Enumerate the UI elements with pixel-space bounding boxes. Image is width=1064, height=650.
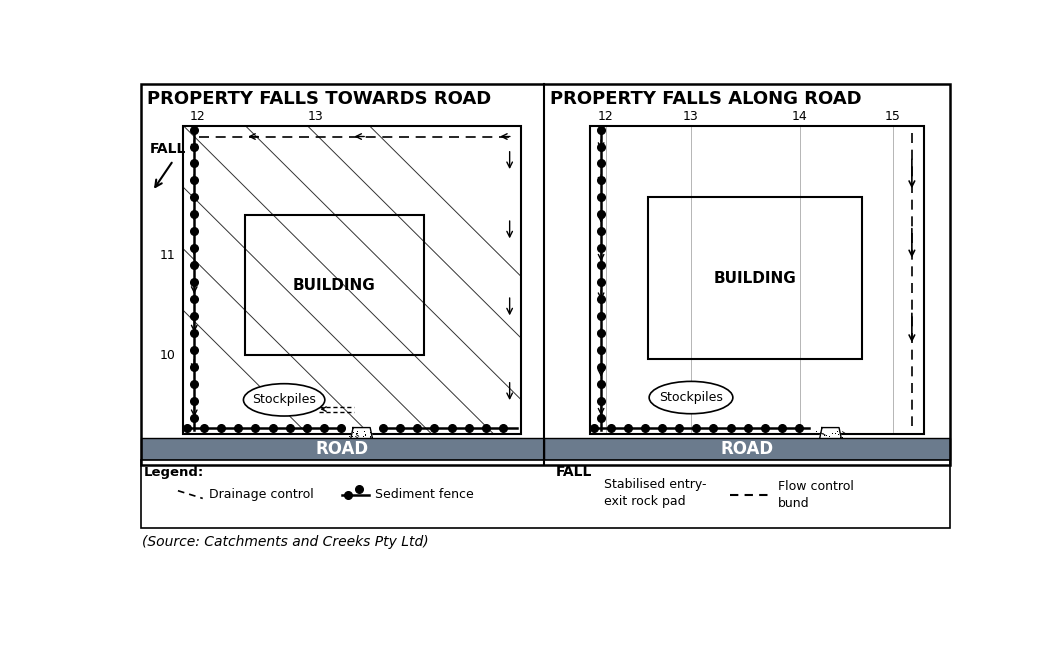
- Bar: [140, 438, 544, 460]
- Text: 12: 12: [189, 110, 205, 123]
- Polygon shape: [344, 428, 379, 470]
- Text: ROAD: ROAD: [316, 440, 369, 458]
- Text: Stockpiles: Stockpiles: [659, 391, 722, 404]
- Text: Sediment fence: Sediment fence: [375, 488, 473, 501]
- Bar: [140, 84, 950, 465]
- Text: Flow control
bund: Flow control bund: [778, 480, 853, 510]
- Ellipse shape: [244, 384, 325, 416]
- Text: PROPERTY FALLS ALONG ROAD: PROPERTY FALLS ALONG ROAD: [550, 90, 862, 109]
- Bar: [140, 460, 950, 528]
- Text: Stockpiles: Stockpiles: [252, 393, 316, 406]
- Text: (Source: Catchments and Creeks Pty Ltd): (Source: Catchments and Creeks Pty Ltd): [143, 536, 429, 549]
- Text: Drainage control: Drainage control: [209, 488, 314, 501]
- Text: BUILDING: BUILDING: [293, 278, 376, 292]
- Ellipse shape: [649, 382, 733, 413]
- Text: FALL: FALL: [555, 465, 592, 479]
- Bar: [183, 125, 520, 434]
- Bar: [246, 215, 423, 355]
- Text: Stabilised entry-
exit rock pad: Stabilised entry- exit rock pad: [604, 478, 706, 508]
- Text: BUILDING: BUILDING: [714, 270, 796, 286]
- Text: Legend:: Legend:: [144, 466, 204, 479]
- Polygon shape: [577, 469, 601, 512]
- Text: 13: 13: [683, 110, 699, 123]
- Text: 12: 12: [598, 110, 614, 123]
- Text: PROPERTY FALLS TOWARDS ROAD: PROPERTY FALLS TOWARDS ROAD: [147, 90, 492, 109]
- Text: 15: 15: [884, 110, 900, 123]
- Text: 11: 11: [160, 248, 176, 261]
- Text: 14: 14: [792, 110, 808, 123]
- Bar: [544, 438, 950, 460]
- Polygon shape: [813, 428, 848, 470]
- Bar: [591, 125, 924, 434]
- Text: 10: 10: [160, 348, 176, 361]
- Text: ROAD: ROAD: [720, 440, 774, 458]
- Bar: [648, 198, 862, 359]
- Text: 13: 13: [307, 110, 323, 123]
- Text: FALL: FALL: [150, 142, 186, 156]
